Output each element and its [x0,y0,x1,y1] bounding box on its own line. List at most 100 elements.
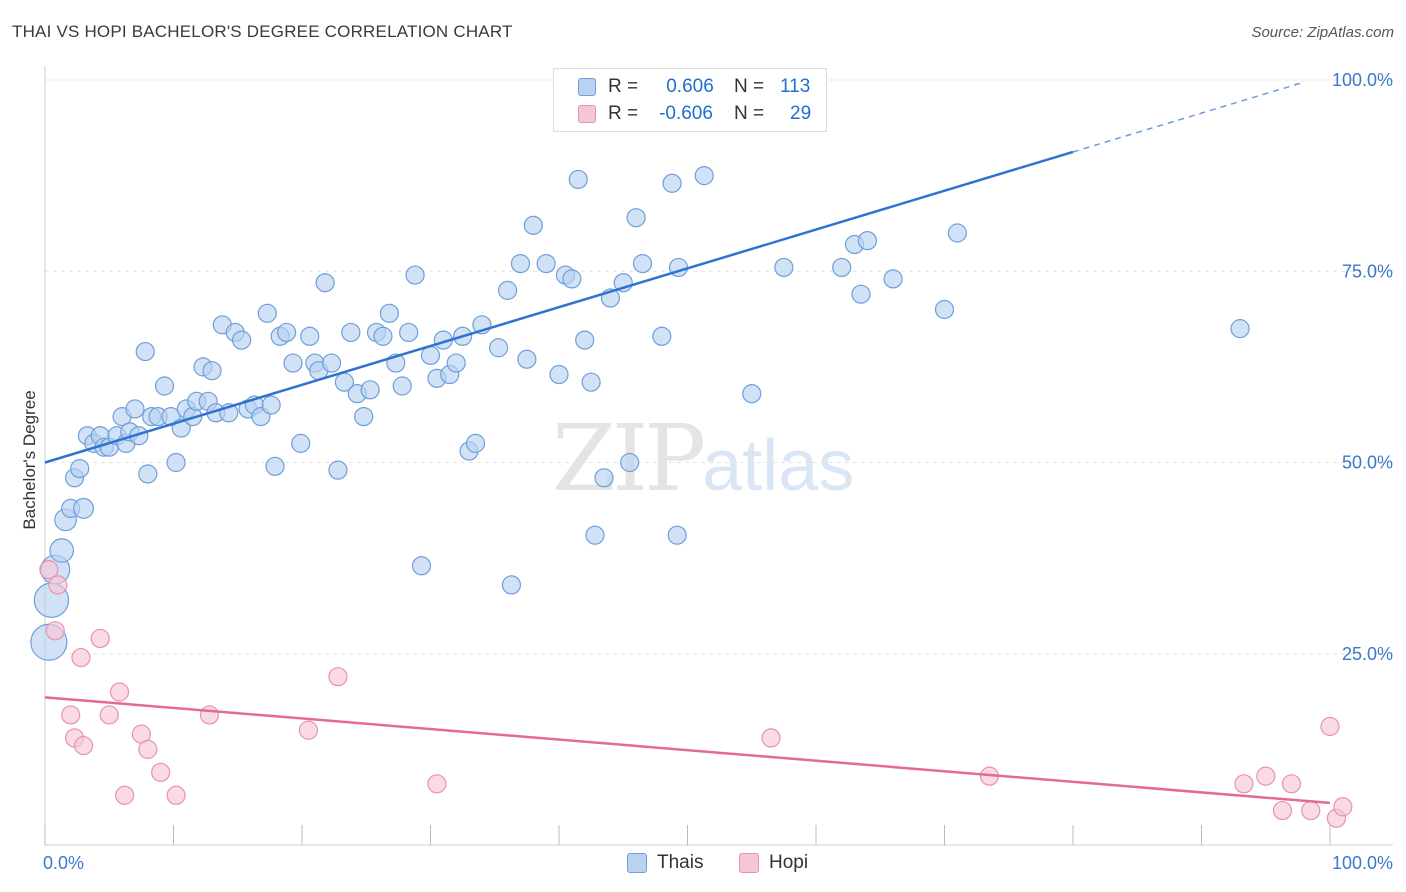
hopi-point [45,621,65,641]
thais-point [652,326,672,346]
thais-point [283,353,303,373]
thais-point [832,257,852,278]
thais-point [742,384,762,404]
thais-point [399,322,419,343]
hopi-point [61,705,81,725]
watermark-atlas: atlas [702,426,855,506]
hopi-point [1272,800,1293,821]
hopi-point [427,774,447,794]
correlation-legend: R = 0.606 N = 113 R = -0.606 N = 29 [553,68,827,132]
thais-point [328,460,348,480]
thais-point [585,525,605,545]
hopi-point [1333,797,1353,817]
hopi-trend-line [44,696,1331,805]
thais-point [411,556,432,576]
thais-point [620,452,640,473]
thais-trend-extension [1072,81,1305,153]
thais-point [498,280,518,300]
thais-point [632,254,653,274]
thais-point [851,284,871,304]
thais-point [232,330,252,350]
legend-swatch-hopi [578,105,596,123]
legend-r-value: -0.606 [659,103,713,124]
thais-point [581,372,601,392]
thais-point [373,326,393,346]
tick-labels: 25.0% 50.0% 75.0% 100.0% 0.0% 100.0% [43,70,1393,873]
thais-point [70,459,90,479]
hopi-point [761,728,781,748]
thais-point [202,361,222,381]
legend-row-thais: R = 0.606 N = 113 [578,74,810,100]
hopi-point [109,682,130,702]
hopi-point [199,705,220,725]
hopi-point [71,647,91,668]
hopi-point [1256,766,1276,786]
chart-title: THAI VS HOPI BACHELOR'S DEGREE CORRELATI… [12,22,513,41]
bottom-legend-thais: Thais [627,852,703,874]
watermark: ZIPatlas [552,405,854,512]
legend-n-label: N = [734,76,765,97]
thais-point [517,349,537,369]
thais-point [138,464,158,484]
hopi-point [73,735,94,756]
bottom-swatch-hopi [739,853,759,873]
thais-point [154,376,175,396]
series-hopi [39,559,1353,828]
y-tick-label: 50.0% [1342,453,1393,473]
y-tick-label: 75.0% [1342,261,1393,281]
thais-point [667,525,687,545]
thais-point [49,538,75,563]
y-tick-label: 25.0% [1342,644,1393,664]
hopi-point [151,762,171,782]
hopi-point [138,739,158,759]
thais-point [626,208,646,228]
thais-point [501,575,522,595]
x-tick-label: 100.0% [1332,853,1393,873]
thais-point [379,303,399,323]
thais-point [662,173,682,193]
hopi-point [1281,774,1302,794]
trend-lines [44,81,1331,805]
thais-point [489,338,509,358]
thais-point [1230,319,1250,339]
thais-point [549,364,569,385]
hopi-point [166,785,186,805]
thais-point [594,468,614,488]
y-tick-label: 100.0% [1332,70,1393,90]
thais-point [392,376,412,396]
hopi-point [298,720,319,740]
axes [44,66,1393,846]
thais-point [321,353,342,373]
legend-n-label: N = [734,103,765,124]
thais-point [536,254,556,274]
hopi-point [1234,774,1254,794]
bottom-swatch-thais [627,853,647,873]
grid-lines [45,79,1393,655]
bottom-label-thais: Thais [657,852,704,873]
thais-point [774,257,794,278]
thais-point [934,299,955,320]
thais-point [261,395,281,415]
thais-point [291,433,311,453]
legend-r-label: R = [608,76,639,97]
hopi-point [90,628,110,649]
thais-point [135,341,155,362]
thais-point [562,269,582,289]
thais-point [575,330,595,350]
legend-r-label: R = [608,103,639,124]
thais-point [694,166,714,186]
thais-point [276,322,297,343]
thais-point [341,322,361,343]
thais-point [857,231,878,251]
thais-point [166,452,186,473]
hopi-point [328,667,348,687]
thais-point [883,269,903,289]
hopi-point [1320,716,1340,737]
thais-point [947,223,967,243]
thais-point [446,353,466,373]
hopi-point [1301,800,1321,821]
legend-r-value: 0.606 [666,76,714,97]
thais-point [354,407,374,427]
bottom-legend-hopi: Hopi [739,852,808,874]
